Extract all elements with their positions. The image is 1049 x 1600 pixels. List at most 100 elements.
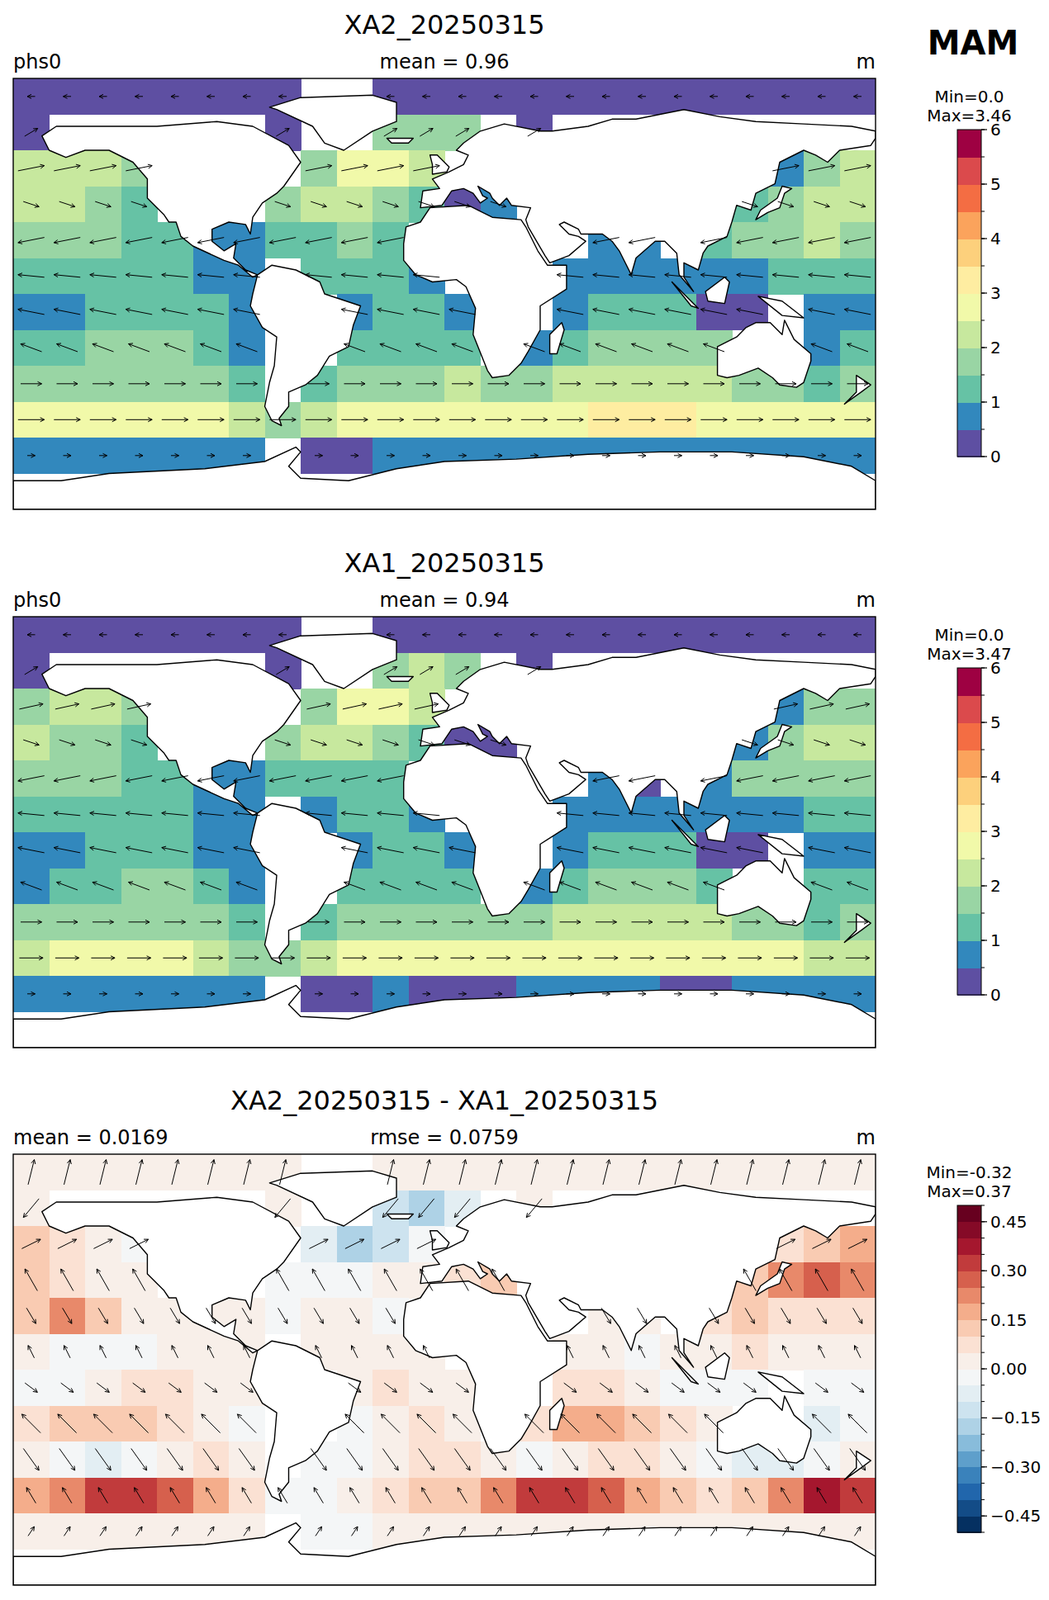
field-cell (408, 904, 446, 941)
field-cell (85, 1226, 122, 1263)
field-cell (85, 797, 122, 834)
vector-arrow (566, 632, 575, 637)
colorbar-segment (957, 886, 982, 915)
field-cell (85, 78, 122, 115)
field-cell (300, 1478, 338, 1515)
vector-arrow (674, 632, 683, 637)
vector-arrow (638, 992, 647, 997)
vector-arrow (847, 920, 869, 925)
field-cell (85, 222, 122, 259)
field-cell (49, 904, 86, 941)
vector-arrow (418, 740, 435, 746)
coastline (13, 447, 876, 510)
field-cell (300, 186, 338, 224)
vector-arrow (454, 740, 470, 746)
field-cell (803, 1262, 841, 1300)
field-cell (13, 1478, 50, 1515)
field-cell (228, 1154, 266, 1192)
vector-arrow (556, 417, 584, 423)
vector-arrow (306, 956, 331, 961)
vector-arrow (745, 1308, 755, 1325)
colorbar-tick (981, 1221, 988, 1223)
vector-arrow (236, 882, 258, 891)
field-cell (337, 222, 374, 259)
vector-arrow (455, 1383, 469, 1393)
vector-arrow (305, 237, 333, 245)
vector-arrow (709, 1308, 719, 1325)
field-cell (624, 1370, 661, 1407)
field-cell (337, 797, 374, 834)
field-cell (588, 797, 625, 834)
colorbar-max: Max=3.47 (926, 644, 1012, 665)
coastline (705, 816, 730, 843)
vector-arrow (64, 1527, 72, 1537)
vector-arrow (418, 1449, 435, 1472)
field-cell (803, 222, 841, 259)
field-cell (156, 976, 194, 1013)
field-cell (85, 365, 122, 403)
vector-arrow (595, 882, 618, 891)
vector-arrow (28, 1346, 35, 1359)
vector-arrow (844, 308, 871, 315)
coastline (672, 1358, 699, 1386)
field-cell (408, 832, 446, 869)
colorbar-segment (957, 1402, 982, 1420)
colorbar-tick-label: 1 (990, 930, 1002, 951)
vector-arrow (414, 702, 439, 710)
field-cell (768, 760, 805, 798)
coastline (844, 1452, 871, 1481)
field-cell (480, 402, 518, 439)
colorbar-segment (957, 968, 982, 997)
vector-arrow (746, 1527, 754, 1537)
field-cell (372, 1370, 409, 1407)
colorbar-tick (981, 401, 988, 403)
field-cell (444, 365, 481, 403)
field-cell (85, 1262, 122, 1300)
vector-arrow (711, 1160, 719, 1186)
field-cell (768, 617, 805, 654)
vector-arrow (809, 702, 834, 710)
colorbar-minor-tick (981, 1483, 985, 1485)
coastline (755, 725, 793, 760)
vector-arrow (161, 417, 189, 423)
vector-arrow (20, 381, 43, 386)
vector-arrow (170, 453, 180, 458)
vector-arrow (595, 381, 618, 386)
vector-arrow (125, 237, 152, 245)
vector-arrow (125, 776, 152, 784)
vector-arrow (454, 1199, 470, 1219)
vector-arrow (377, 846, 404, 854)
vector-arrow (24, 128, 38, 138)
vector-arrow (522, 956, 546, 961)
vector-arrow (18, 164, 45, 171)
vector-arrow (233, 811, 261, 817)
colorbar-tick (981, 237, 988, 239)
field-cell (49, 402, 86, 439)
vector-arrow (20, 343, 43, 352)
vector-arrow (412, 846, 440, 854)
vector-arrow (412, 273, 440, 278)
vector-arrow (346, 201, 363, 208)
vector-arrow (818, 1346, 826, 1359)
field-cell (659, 617, 697, 654)
coastline (550, 861, 565, 893)
field-cell (372, 832, 409, 869)
vector-arrow (628, 237, 656, 245)
vector-arrow (844, 417, 871, 423)
vector-arrow (490, 201, 507, 208)
field-cell (337, 402, 374, 439)
vector-arrow (59, 201, 76, 208)
field-cell (444, 904, 481, 941)
field-cell (372, 186, 409, 224)
vector-arrow (416, 343, 438, 352)
vector-arrow (813, 1449, 830, 1472)
field-cell (696, 940, 733, 978)
figure: MAMXA2_20250315phs0mean = 0.96m0123456Mi… (0, 0, 1049, 1600)
vector-arrow (845, 956, 870, 961)
colorbar-segment (957, 1418, 982, 1435)
field-cell (624, 617, 661, 654)
field-cell (552, 617, 589, 654)
vector-arrow (847, 882, 869, 891)
field-cell (49, 832, 86, 869)
vector-arrow (739, 920, 761, 925)
